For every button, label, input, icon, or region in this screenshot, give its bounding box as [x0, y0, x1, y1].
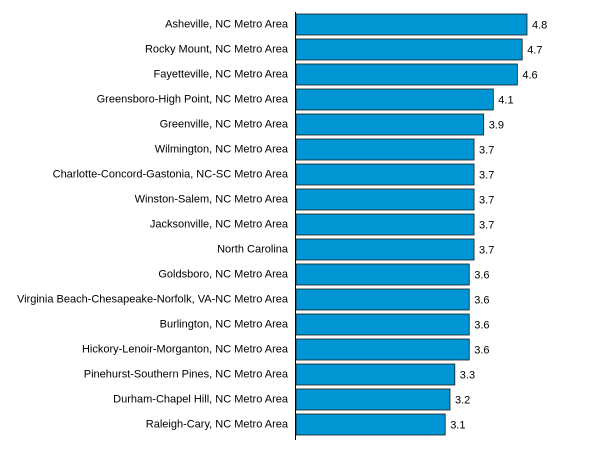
category-label: Wilmington, NC Metro Area [155, 144, 289, 156]
bar [295, 138, 475, 161]
category-label: Jacksonville, NC Metro Area [150, 219, 289, 231]
bar [295, 13, 528, 36]
category-label: Charlotte-Concord-Gastonia, NC-SC Metro … [53, 169, 289, 181]
bar [295, 313, 470, 336]
bar [295, 388, 451, 411]
category-label: Rocky Mount, NC Metro Area [145, 44, 289, 56]
bar [295, 338, 470, 361]
category-label: Greensboro-High Point, NC Metro Area [97, 94, 289, 106]
value-label: 4.1 [498, 95, 513, 107]
value-label: 4.8 [532, 20, 547, 32]
value-label: 3.7 [479, 145, 494, 157]
category-label: Burlington, NC Metro Area [160, 319, 289, 331]
value-labels-group: 4.8 4.7 4.6 4.1 3.9 3.7 3.7 3.7 3.7 3.7 3.6 3.6 3.6 3… [450, 20, 547, 432]
bar [295, 413, 446, 436]
value-label: 3.9 [489, 120, 504, 132]
value-label: 3.7 [479, 220, 494, 232]
bar [295, 88, 494, 111]
value-label: 3.2 [455, 395, 470, 407]
category-label: Goldsboro, NC Metro Area [158, 269, 288, 281]
bar [295, 363, 456, 386]
value-label: 3.6 [474, 320, 489, 332]
bar [295, 113, 485, 136]
category-label: Fayetteville, NC Metro Area [154, 69, 289, 81]
bar [295, 213, 475, 236]
value-label: 3.6 [474, 295, 489, 307]
category-label: Greenville, NC Metro Area [160, 119, 289, 131]
bar [295, 263, 470, 286]
category-label: Virginia Beach-Chesapeake-Norfolk, VA-NC… [17, 294, 289, 306]
value-label: 3.1 [450, 420, 465, 432]
value-label: 3.6 [474, 270, 489, 282]
value-label: 4.6 [522, 70, 537, 82]
category-label: Pinehurst-Southern Pines, NC Metro Area [84, 369, 289, 381]
category-label: North Carolina [217, 244, 289, 256]
bar [295, 163, 475, 186]
value-label: 3.3 [460, 370, 475, 382]
category-labels-group: Asheville, NC Metro Area Rocky Mount, NC … [17, 19, 289, 431]
value-label: 3.6 [474, 345, 489, 357]
bar [295, 288, 470, 311]
bar [295, 188, 475, 211]
category-label: Durham-Chapel Hill, NC Metro Area [113, 394, 289, 406]
category-label: Hickory-Lenoir-Morganton, NC Metro Area [82, 344, 289, 356]
value-label: 3.7 [479, 170, 494, 182]
category-label: Raleigh-Cary, NC Metro Area [146, 419, 289, 431]
category-label: Winston-Salem, NC Metro Area [135, 194, 289, 206]
value-label: 3.7 [479, 195, 494, 207]
bar [295, 38, 523, 61]
value-label: 4.7 [527, 45, 542, 57]
category-label: Asheville, NC Metro Area [165, 19, 289, 31]
bar [295, 238, 475, 261]
value-label: 3.7 [479, 245, 494, 257]
bar [295, 63, 518, 86]
